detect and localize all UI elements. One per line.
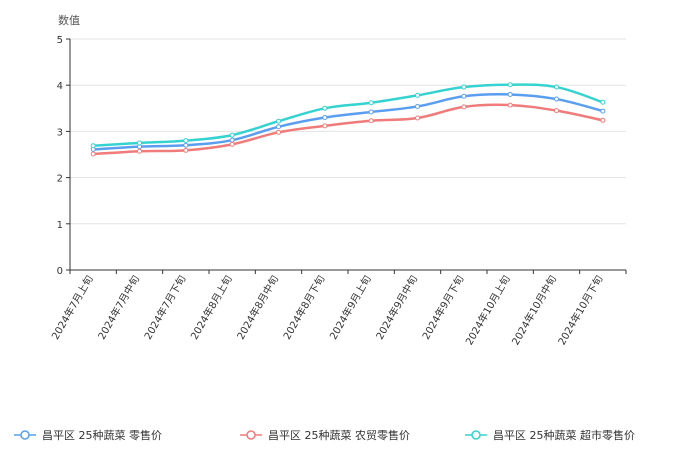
data-point[interactable]	[461, 93, 467, 99]
legend-label: 昌平区 25种蔬菜 超市零售价	[493, 429, 635, 442]
data-point[interactable]	[415, 92, 420, 98]
x-tick-label: 2024年10月中旬	[509, 273, 559, 347]
data-point[interactable]	[276, 124, 281, 130]
legend-item-supermarket[interactable]: 昌平区 25种蔬菜 超市零售价	[465, 426, 635, 444]
data-point[interactable]	[507, 82, 513, 88]
data-point[interactable]	[415, 103, 420, 109]
x-axis-ticks: 2024年7月上旬 2024年7月中旬 2024年7月下旬 2024年8月上旬 2024…	[49, 270, 627, 347]
legend-label: 昌平区 25种蔬菜 农贸零售价	[268, 429, 410, 442]
data-point[interactable]	[322, 105, 328, 111]
y-tick-label: 5	[57, 35, 63, 46]
series-line-group	[90, 82, 606, 149]
data-point[interactable]	[368, 100, 374, 106]
legend: 昌平区 25种蔬菜 零售价 昌平区 25种蔬菜 农贸零售价 昌平区 25种蔬菜 …	[0, 426, 700, 444]
data-point[interactable]	[276, 118, 281, 124]
data-point[interactable]	[600, 108, 606, 114]
data-point[interactable]	[183, 147, 189, 153]
data-point[interactable]	[368, 109, 374, 115]
data-point[interactable]	[461, 104, 467, 110]
series-group	[90, 82, 606, 157]
x-tick-label: 2024年10月上旬	[462, 273, 512, 347]
data-point[interactable]	[507, 102, 513, 108]
data-point[interactable]	[137, 140, 142, 146]
legend-marker-icon	[240, 430, 262, 440]
x-tick-label: 2024年9月下旬	[419, 273, 466, 342]
data-point[interactable]	[137, 148, 142, 154]
x-tick-label: 2024年7月上旬	[49, 273, 96, 342]
y-axis-ticks: 0 1 2 3 4 5	[57, 35, 70, 277]
x-tick-label: 2024年8月中旬	[234, 273, 281, 342]
data-point[interactable]	[554, 96, 559, 102]
data-point[interactable]	[322, 123, 328, 129]
legend-marker-icon	[14, 430, 36, 440]
axes	[69, 39, 626, 271]
series-line	[93, 103, 604, 156]
legend-item-market[interactable]: 昌平区 25种蔬菜 农贸零售价	[240, 426, 410, 444]
data-point[interactable]	[507, 91, 513, 97]
x-tick-label: 2024年10月下旬	[555, 273, 605, 347]
data-point[interactable]	[415, 115, 420, 121]
data-point[interactable]	[600, 99, 606, 105]
y-axis-label: 数值	[58, 14, 80, 27]
data-point[interactable]	[276, 129, 281, 135]
x-tick-label: 2024年7月中旬	[95, 273, 142, 342]
legend-label: 昌平区 25种蔬菜 零售价	[42, 429, 162, 442]
data-point[interactable]	[554, 84, 559, 90]
x-tick-label: 2024年7月下旬	[141, 273, 188, 342]
data-point[interactable]	[183, 142, 189, 148]
data-point[interactable]	[600, 117, 606, 123]
series-line	[93, 92, 604, 151]
data-point[interactable]	[90, 143, 96, 149]
x-tick-label: 2024年9月上旬	[327, 273, 374, 342]
data-point[interactable]	[183, 138, 189, 144]
data-point[interactable]	[461, 84, 467, 90]
data-point[interactable]	[229, 137, 235, 143]
data-point[interactable]	[90, 151, 96, 157]
y-tick-label: 3	[57, 127, 63, 138]
y-tick-label: 4	[57, 81, 63, 92]
data-point[interactable]	[554, 108, 559, 114]
y-tick-label: 1	[57, 220, 63, 231]
series-line	[93, 83, 604, 147]
x-tick-label: 2024年8月上旬	[188, 273, 235, 342]
data-point[interactable]	[322, 115, 328, 121]
legend-item-retail[interactable]: 昌平区 25种蔬菜 零售价	[14, 426, 162, 444]
x-tick-label: 2024年9月中旬	[373, 273, 420, 342]
data-point[interactable]	[229, 132, 235, 138]
data-point[interactable]	[368, 118, 374, 124]
x-tick-label: 2024年8月下旬	[280, 273, 327, 342]
y-tick-label: 2	[57, 174, 63, 185]
series-line-group	[90, 102, 606, 157]
legend-marker-icon	[465, 430, 487, 440]
y-tick-label: 0	[57, 266, 63, 277]
data-point[interactable]	[229, 141, 235, 147]
grid-lines	[70, 38, 626, 225]
